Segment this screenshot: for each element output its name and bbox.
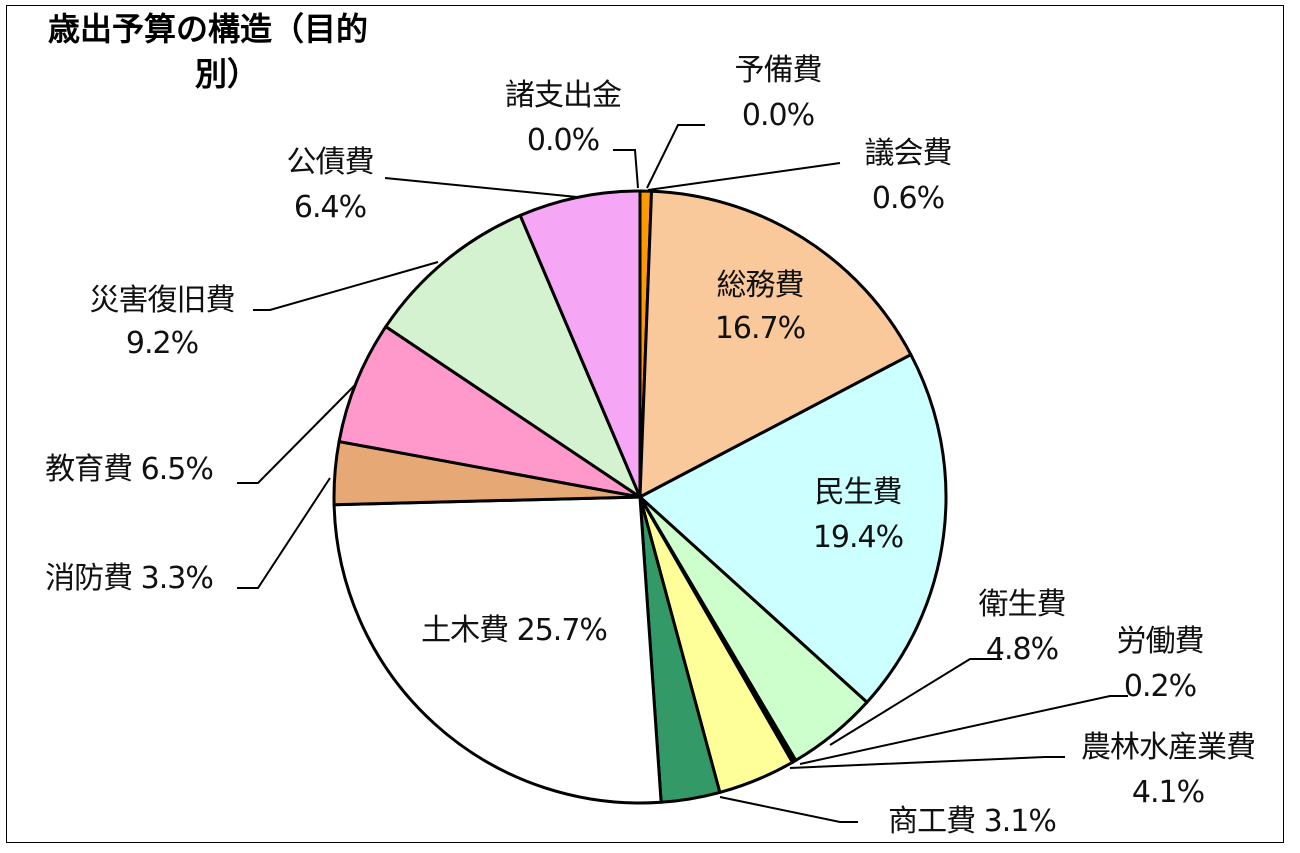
leader-line-12 <box>384 177 578 198</box>
leader-line-6 <box>789 756 1065 769</box>
leader-line-5 <box>799 695 1128 765</box>
pie-slice-8 <box>332 495 663 805</box>
slice-name-label-3: 民生費 <box>815 475 902 510</box>
leader-line-9 <box>237 477 331 589</box>
slice-name-label-6: 農林水産業費 <box>1081 730 1255 765</box>
chart-title-line2: 別） <box>195 55 259 93</box>
slice-name-label-13: 諸支出金 <box>505 78 622 113</box>
slice-label-10: 教育費 6.5% <box>45 452 213 487</box>
pie-slice-12 <box>518 189 642 499</box>
slice-name-label-11: 災害復旧費 <box>90 283 235 318</box>
pie-slices <box>332 189 948 805</box>
slice-name-label-4: 衛生費 <box>979 587 1066 622</box>
slice-value-label-12: 6.4% <box>294 190 366 225</box>
leader-line-11 <box>253 261 439 311</box>
slice-name-label-2: 総務費 <box>717 268 804 303</box>
slice-name-label-0: 予備費 <box>735 53 822 88</box>
slice-name-label-12: 公債費 <box>287 145 374 180</box>
leader-line-4 <box>829 658 1002 746</box>
leader-line-7 <box>719 796 858 823</box>
leader-lines <box>237 124 1128 823</box>
slice-value-label-2: 16.7% <box>715 311 805 346</box>
pie-slice-11 <box>384 213 642 499</box>
slice-name-label-5: 労働費 <box>1117 624 1204 659</box>
leader-line-1 <box>647 162 841 191</box>
slice-value-label-11: 9.2% <box>126 326 198 361</box>
slice-value-label-3: 19.4% <box>813 520 903 555</box>
pie-slice-2 <box>638 189 913 499</box>
slice-name-label-1: 議会費 <box>865 136 952 171</box>
slice-value-label-6: 4.1% <box>1132 775 1204 810</box>
slice-value-label-1: 0.6% <box>872 181 944 216</box>
pie-slice-10 <box>337 325 642 499</box>
leader-line-10 <box>237 384 356 484</box>
slice-label-8: 土木費 25.7% <box>421 613 607 648</box>
pie-slice-3 <box>638 353 948 704</box>
slice-value-label-0: 0.0% <box>742 98 814 133</box>
slice-labels: 予備費 0.0% 議会費 0.6% 総務費 16.7% 民生費 19.4% 衛生費 4.8% 労働費… <box>45 53 1256 839</box>
slice-value-label-4: 4.8% <box>986 632 1058 667</box>
slice-label-7: 商工費 3.1% <box>888 804 1056 839</box>
slice-label-9: 消防費 3.3% <box>45 561 213 596</box>
leader-line-0 <box>646 124 705 189</box>
slice-value-label-13: 0.0% <box>527 123 599 158</box>
leader-line-13 <box>613 149 639 189</box>
slice-value-label-5: 0.2% <box>1124 669 1196 704</box>
chart-title-line1: 歳出予算の構造（目的 <box>48 10 368 48</box>
